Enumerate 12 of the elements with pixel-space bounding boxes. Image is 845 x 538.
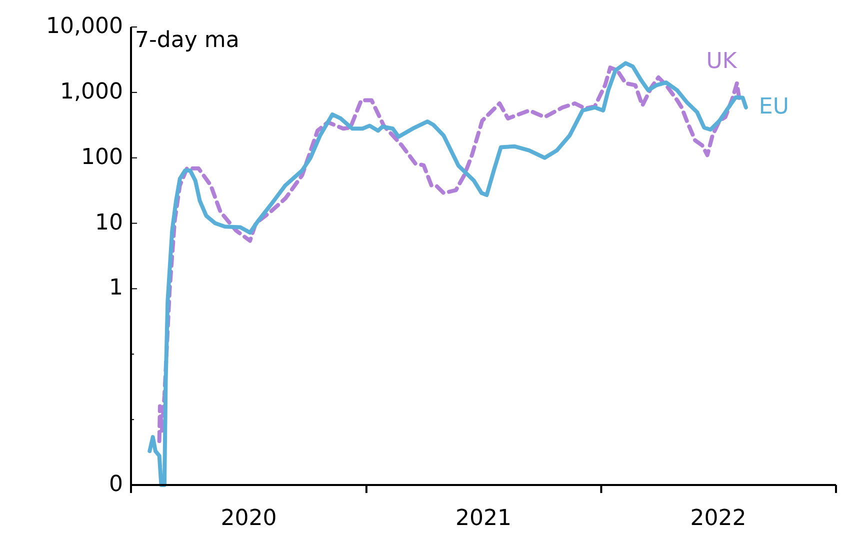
y-tick-label: 1 — [109, 276, 123, 301]
series-label: EU — [758, 94, 789, 120]
x-tick-label: 2020 — [220, 506, 277, 531]
x-tick-label: 2022 — [690, 506, 746, 531]
y-tick-label: 1,000 — [60, 79, 123, 104]
y-tick-label: 10 — [95, 210, 123, 236]
series-label: UK — [706, 49, 738, 74]
annotation: 7-day ma — [135, 28, 240, 53]
y-tick-label: 0 — [109, 472, 123, 498]
x-tick-label: 2021 — [456, 506, 512, 531]
y-tick-label: 100 — [81, 144, 123, 170]
y-tick-label: 10,000 — [46, 14, 123, 40]
